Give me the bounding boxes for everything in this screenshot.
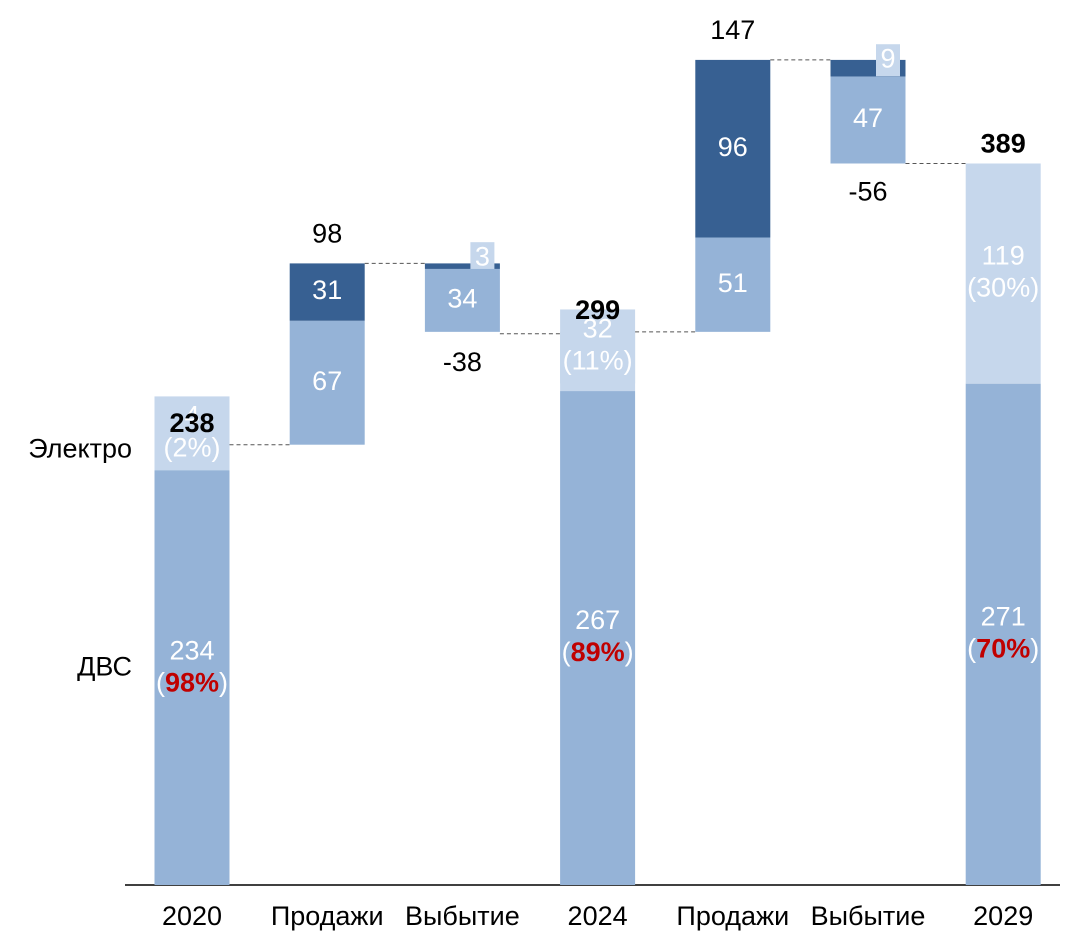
segment-label: 96 (718, 132, 748, 162)
segment-label: 9 (880, 43, 895, 73)
segment-label: 51 (718, 268, 748, 298)
x-tick-label: 2020 (162, 901, 222, 931)
segment-label: 271 (981, 601, 1026, 631)
bar-segment (695, 59, 771, 238)
total-label: 299 (575, 295, 620, 325)
share-part: 70% (976, 633, 1030, 663)
share-label: (11%) (563, 346, 633, 376)
share-part: 98% (165, 668, 219, 698)
bar-segment (424, 263, 500, 269)
bar-segment (830, 76, 906, 164)
share-part: ) (625, 637, 634, 667)
segment-label: 267 (575, 605, 620, 635)
bar-segment (560, 391, 636, 885)
legend-label: Электро (28, 434, 132, 464)
bar-segment (695, 237, 771, 332)
label-box (876, 44, 900, 77)
total-label: -38 (443, 347, 482, 377)
bar-segment (965, 163, 1041, 384)
segment-label: 3 (475, 241, 490, 271)
segment-label: 34 (447, 284, 477, 314)
label-box (154, 396, 230, 471)
bar-segment (424, 268, 500, 332)
x-tick-label: 2029 (973, 901, 1033, 931)
share-part: ) (219, 668, 228, 698)
total-label: 147 (710, 15, 755, 45)
x-tick-label: Выбытие (405, 901, 520, 931)
legend-label: ДВС (77, 652, 132, 682)
share-part: 89% (571, 637, 625, 667)
total-label: 389 (981, 128, 1026, 158)
share-part: ) (1030, 633, 1039, 663)
share-label: (2%) (163, 433, 220, 463)
bar-segment (289, 263, 365, 321)
share-part: ( (562, 637, 571, 667)
segment-label: 234 (169, 636, 214, 666)
segment-label: 119 (982, 241, 1025, 271)
share-part: ( (156, 668, 165, 698)
share-label: (70%) (967, 633, 1039, 663)
x-tick-label: 2024 (568, 901, 628, 931)
x-tick-label: Продажи (676, 901, 789, 931)
total-label: 98 (312, 219, 342, 249)
label-box (470, 242, 495, 275)
bar-segment (154, 452, 230, 885)
segment-label: 67 (312, 366, 342, 396)
segment-label: 4 (184, 401, 199, 431)
share-label: (30%) (967, 273, 1039, 303)
x-tick-label: Продажи (271, 901, 384, 931)
x-tick-label: Выбытие (811, 901, 926, 931)
share-label: (89%) (562, 637, 634, 667)
segment-label: 47 (853, 103, 883, 133)
bar-segment (289, 320, 365, 445)
share-label: (98%) (156, 668, 228, 698)
share-part: ( (967, 633, 976, 663)
bar-segment (965, 383, 1041, 885)
segment-label: 32 (583, 314, 613, 344)
label-box (560, 309, 636, 384)
segment-label: 31 (312, 275, 342, 305)
total-label: 238 (169, 408, 214, 438)
total-label: -56 (848, 177, 887, 207)
